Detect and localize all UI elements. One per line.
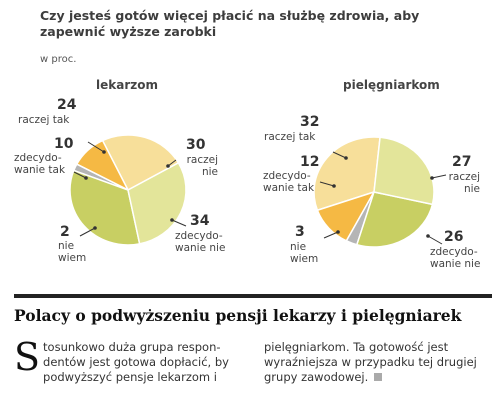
pie2-slice-raczej-nie: [373, 136, 435, 206]
leader-dot-5: [166, 164, 170, 168]
leader-line-7: [319, 181, 335, 187]
pie2-label-raczej-tak-text: raczej tak: [264, 131, 316, 143]
pie2-label-raczej-tak-value: 32: [300, 114, 320, 130]
leader-line-6: [332, 151, 347, 159]
headline-rule: [14, 294, 492, 298]
pie1-label-zdecydowanie-tak-text: zdecydo- wanie tak: [14, 152, 66, 176]
leader-dot-2: [84, 176, 88, 180]
article-dropcap: S: [14, 335, 41, 379]
pie2-label-nie-wiem-text: nie wiem: [290, 241, 319, 265]
leader-dot-6: [344, 156, 348, 160]
leader-line-8: [323, 231, 339, 239]
article-column-2-text: pielęgniarkom. Ta gotowość jest wyraźnie…: [264, 340, 477, 384]
pie1-label-zdecydowanie-nie-value: 34: [190, 213, 210, 229]
leader-line-2: [73, 171, 87, 179]
chart-question: Czy jesteś gotów więcej płacić na służbę…: [40, 8, 420, 39]
pie1-label-nie-wiem-value: 2: [60, 224, 70, 240]
pie1-label-zdecydowanie-nie-text: zdecydo- wanie nie: [175, 230, 226, 254]
pie-charts: [69, 134, 447, 248]
leader-line-3: [79, 227, 96, 237]
pie2-label-raczej-nie-text: raczej nie: [448, 171, 480, 195]
pie2-label-zdecydowanie-tak-value: 12: [300, 154, 320, 170]
leader-dot-3: [93, 226, 97, 230]
pie2-slice-zdecydowanie-nie: [355, 191, 434, 248]
pie2-label-nie-wiem-value: 3: [295, 224, 305, 240]
leader-dot-8: [336, 230, 340, 234]
pie2-label-zdecydowanie-nie-value: 26: [444, 229, 464, 245]
pie1-label-raczej-tak-value: 24: [57, 97, 77, 113]
leader-dot-4: [170, 218, 174, 222]
leader-dot-7: [332, 184, 336, 188]
pie1-label-zdecydowanie-tak-value: 10: [54, 136, 74, 152]
pie1-slice-raczej-nie: [127, 161, 187, 245]
leader-line-10: [431, 174, 447, 179]
end-mark-icon: [374, 373, 383, 381]
pie2-label-zdecydowanie-nie-text: zdecydo- wanie nie: [430, 246, 481, 270]
pie1-slice-zdecydowanie-nie: [69, 169, 141, 246]
pie2-label-raczej-nie-value: 27: [452, 154, 472, 170]
pie1-label-raczej-nie-text: raczej nie: [186, 154, 218, 178]
leader-dot-1: [102, 150, 106, 154]
pie1-label-raczej-tak-text: raczej tak: [18, 114, 70, 126]
article-column-1-text: tosunkowo duża grupa respon-dentów jest …: [43, 340, 229, 384]
chart-unit: w proc.: [40, 54, 77, 65]
pie2-label-zdecydowanie-tak-text: zdecydo- wanie tak: [263, 170, 315, 194]
pie1-label-nie-wiem-text: nie wiem: [58, 240, 87, 264]
pie2-slice-raczej-tak: [313, 136, 381, 212]
leader-dot-10: [430, 176, 434, 180]
leader-dot-9: [426, 234, 430, 238]
leader-line-9: [427, 235, 443, 245]
leader-line-4: [171, 219, 187, 227]
pie-title-pielegniarkom: pielęgniarkom: [343, 78, 440, 92]
leader-line-1: [87, 141, 105, 153]
pie-title-lekarzom: lekarzom: [96, 78, 158, 92]
article-column-2: pielęgniarkom. Ta gotowość jest wyraźnie…: [264, 340, 488, 385]
pie1-label-raczej-nie-value: 30: [186, 137, 206, 153]
article-headline: Polacy o podwyższeniu pensji lekarzy i p…: [14, 306, 462, 325]
